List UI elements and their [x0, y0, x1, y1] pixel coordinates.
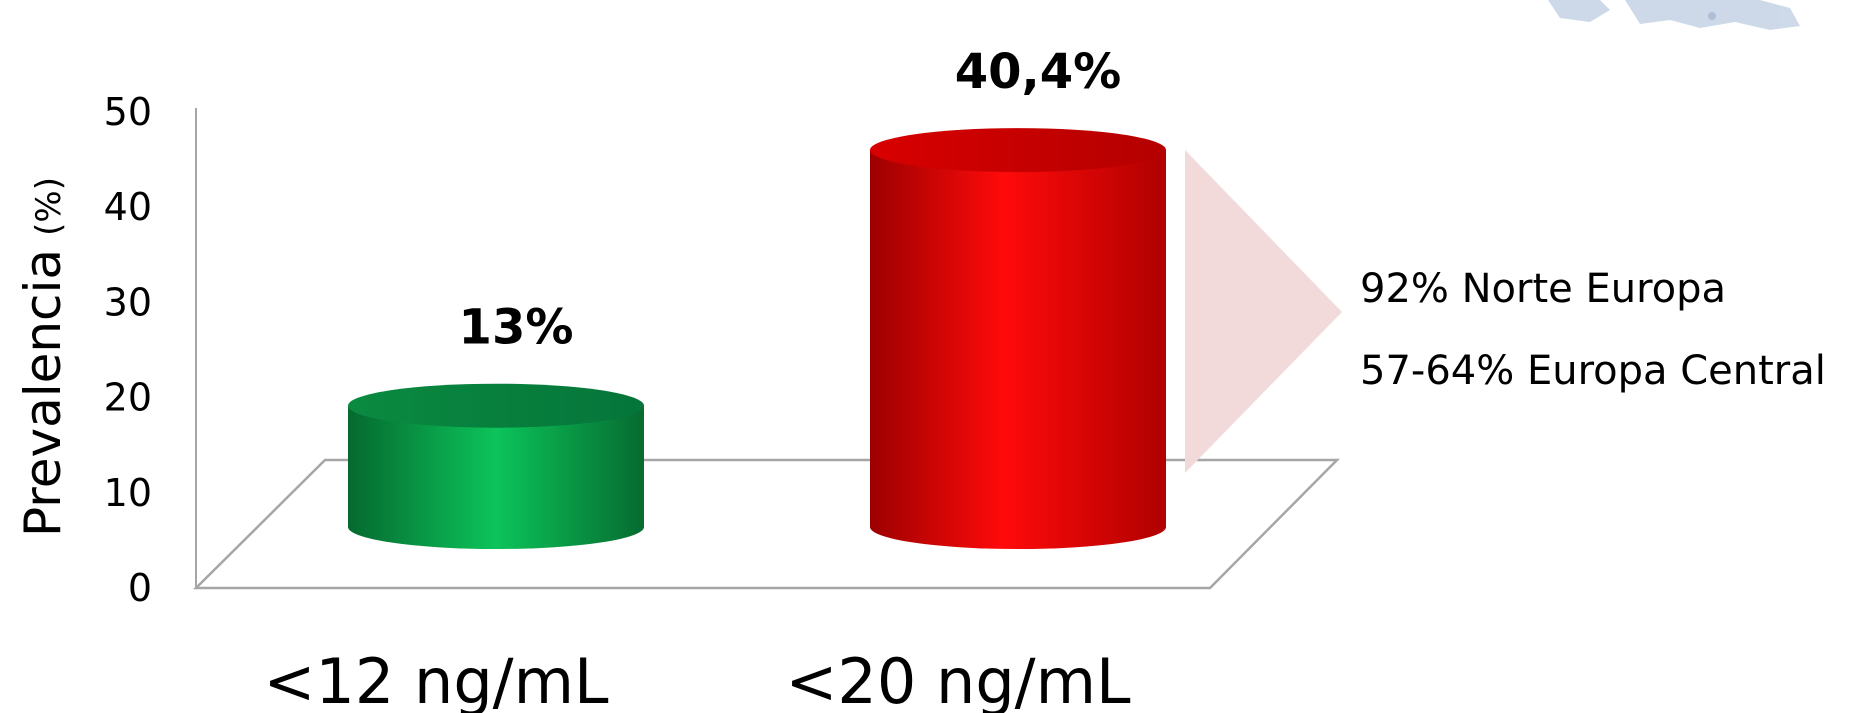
- y-tick-label: 30: [104, 280, 152, 324]
- bar-body: [870, 150, 1166, 549]
- chart-floor: [192, 458, 1341, 590]
- category-label: <12 ng/mL: [263, 645, 608, 713]
- bar-top: [870, 128, 1166, 173]
- y-tick-label: 50: [104, 90, 152, 134]
- y-tick-label: 10: [104, 471, 152, 515]
- bar-body: [348, 405, 644, 549]
- y-ticks: 0 10 20 30 40 50: [104, 90, 152, 610]
- bar: [870, 128, 1166, 549]
- annotation-line-1: 92% Norte Europa: [1360, 266, 1726, 312]
- y-axis-label: Prevalencia (%): [14, 177, 72, 537]
- data-label: 13%: [459, 300, 574, 356]
- annotation-arrow: [1185, 150, 1342, 473]
- bars: 13% <12 ng/mL 40,4% <20 ng/mL: [263, 44, 1166, 713]
- bar: [348, 383, 644, 549]
- y-axis-label-unit: (%): [29, 177, 69, 236]
- map-decoration: [1548, 0, 1800, 30]
- y-axis-label-main: Prevalencia: [14, 249, 72, 537]
- y-tick-label: 0: [128, 566, 152, 610]
- y-tick-label: 40: [104, 185, 152, 229]
- annotation-line-2: 57-64% Europa Central: [1360, 348, 1826, 394]
- bar-top: [348, 383, 644, 428]
- category-label: <20 ng/mL: [785, 645, 1130, 713]
- y-tick-label: 20: [104, 376, 152, 420]
- data-label: 40,4%: [955, 44, 1122, 100]
